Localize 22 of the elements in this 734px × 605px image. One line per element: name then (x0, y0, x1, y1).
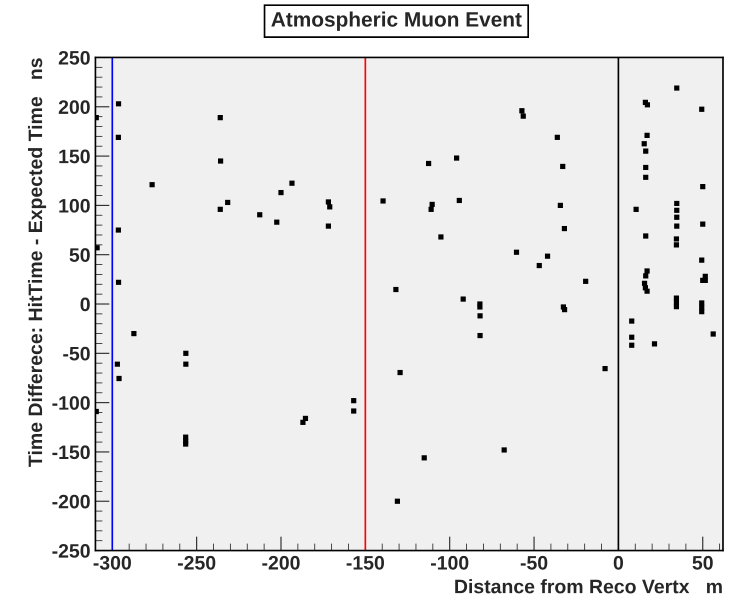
x-axis-title: Distance from Reco Vertx m (455, 579, 722, 594)
x-tick-label: -300 (94, 556, 131, 570)
x-tick-label: -200 (262, 556, 300, 570)
x-tick-label: 0 (614, 556, 624, 570)
y-tick-label: -100 (52, 396, 90, 410)
y-tick-label: -50 (63, 346, 90, 361)
y-tick-label: -150 (52, 445, 90, 460)
x-tick-label: -150 (346, 556, 384, 570)
y-tick-label: 50 (70, 248, 90, 262)
y-tick-label: 0 (80, 297, 90, 312)
x-tick-label: -100 (430, 556, 468, 570)
y-tick-label: -200 (52, 494, 90, 508)
y-tick-label: 250 (58, 50, 90, 65)
y-tick-label: 100 (59, 198, 90, 213)
x-tick-label: -50 (520, 556, 548, 570)
x-tick-label: -250 (178, 556, 216, 570)
y-tick-label: 200 (58, 100, 90, 114)
x-tick-label: 50 (692, 556, 713, 570)
chart-title: Atmospheric Muon Event (271, 11, 522, 31)
y-axis-title: Time Differece: HitTime - Expected Time ns (28, 58, 46, 467)
y-tick-label: 150 (59, 150, 90, 164)
y-tick-label: -250 (52, 544, 90, 558)
